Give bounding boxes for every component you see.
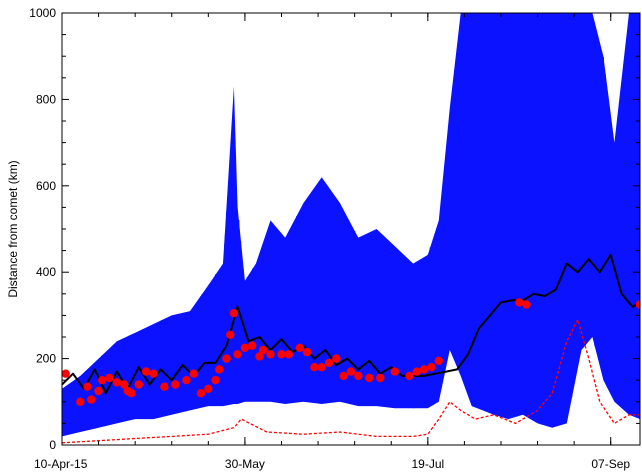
x-tick-label: 07-Sep [591,457,630,471]
y-tick-label: 0 [49,438,56,452]
data-point-marker [346,367,356,376]
data-point-marker [277,350,286,359]
data-point-marker [332,354,341,363]
y-tick-label: 1000 [29,6,56,20]
data-point-marker [134,380,143,389]
data-point-marker [120,380,129,389]
data-point-marker [94,386,103,396]
data-point-marker [189,369,198,378]
x-tick-label: 10-Apr-15 [34,457,88,471]
data-point-marker [204,384,213,393]
axis-layer: 0 200 400 600 800 1000 10-Apr-15 30-May 19-Jul 07… [29,6,640,471]
data-point-marker [434,356,443,365]
data-point-marker [98,376,107,385]
data-point-marker [105,373,114,383]
y-tick-label: 800 [36,92,56,106]
data-point-marker [284,350,293,359]
data-point-marker [229,309,239,318]
data-point-marker [222,354,231,363]
data-point-marker [226,330,235,339]
data-point-marker [354,371,363,381]
data-point-marker [171,380,180,389]
y-tick-label: 400 [36,265,56,279]
data-point-marker [295,343,304,352]
data-point-marker [76,397,85,406]
y-axis-title: Distance from comet (km) [6,160,20,297]
data-point-marker [339,371,348,381]
data-point-marker [317,363,326,372]
data-point-marker [522,300,531,309]
series-layer [62,13,640,444]
data-point-marker [215,365,224,374]
data-point-marker [211,376,220,385]
data-point-marker [196,389,206,398]
data-point-marker [149,369,158,378]
data-point-marker [83,382,92,391]
data-point-marker [635,300,640,309]
y-tick-label: 600 [36,179,56,193]
data-point-marker [233,350,242,359]
data-point-marker [365,373,374,383]
data-point-marker [302,347,312,357]
data-point-marker [376,373,385,383]
x-tick-label: 19-Jul [411,457,444,471]
data-point-marker [324,358,334,368]
data-point-marker [266,350,275,359]
data-point-marker [248,341,257,350]
data-point-marker [405,371,414,381]
data-point-marker [127,389,136,398]
y-tick-label: 200 [36,352,56,366]
data-point-marker [427,363,436,372]
data-point-marker [255,352,264,361]
data-point-marker [310,363,319,372]
data-point-marker [240,343,250,352]
x-tick-label: 30-May [225,457,265,471]
median-line [62,253,640,395]
data-point-marker [420,365,429,374]
data-point-marker [87,395,96,404]
data-point-marker [112,378,122,387]
data-point-marker [141,367,151,376]
data-point-marker [182,376,191,385]
data-point-marker [515,298,524,307]
data-point-marker [259,345,268,355]
data-point-marker [412,367,421,376]
data-point-marker [160,382,169,391]
data-point-marker [390,367,400,376]
data-point-marker [62,369,70,378]
